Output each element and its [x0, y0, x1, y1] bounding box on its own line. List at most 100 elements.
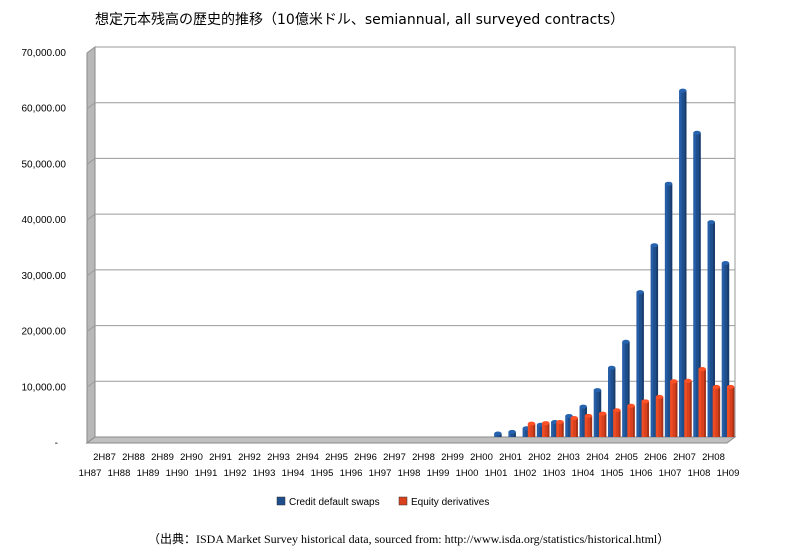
- x-tick-label: 2H97: [383, 452, 406, 463]
- bar-equity-derivatives: [627, 403, 635, 437]
- plot-frame: [85, 46, 737, 444]
- x-tick-label: 2H92: [238, 452, 261, 463]
- bar-credit-default-swaps: [693, 130, 701, 437]
- bar-credit-default-swaps: [608, 365, 616, 437]
- y-tick-label: 40,000.00: [22, 215, 67, 226]
- x-tick-label: 2H08: [702, 452, 725, 463]
- x-tick-label: 2H05: [615, 452, 638, 463]
- legend-swatch: [276, 496, 286, 506]
- bars: [494, 88, 735, 437]
- gridline: [86, 46, 735, 54]
- source-note: （出典：ISDA Market Survey historical data, …: [148, 532, 669, 546]
- bar-credit-default-swaps: [664, 181, 673, 437]
- x-tick-label: 1H97: [369, 468, 392, 479]
- x-tick-label: 2H06: [644, 452, 667, 463]
- x-tick-label: 1H02: [514, 468, 537, 479]
- bar-equity-derivatives: [584, 413, 593, 437]
- bar-equity-derivatives: [527, 421, 536, 437]
- bar-credit-default-swaps: [622, 339, 630, 437]
- gridlines: [86, 46, 735, 388]
- x-tick-label: 1H93: [253, 468, 276, 479]
- gridline: [86, 325, 735, 332]
- x-tick-label: 2H91: [209, 452, 232, 463]
- x-tick-label: 1H06: [630, 468, 653, 479]
- x-tick-label: 2H07: [673, 452, 696, 463]
- bar-credit-default-swaps: [494, 431, 502, 437]
- x-tick-label: 1H92: [224, 468, 247, 479]
- legend-swatch: [398, 496, 408, 506]
- bar-equity-derivatives: [712, 384, 721, 437]
- bar-equity-derivatives: [556, 419, 564, 437]
- legend-label: Equity derivatives: [411, 497, 489, 508]
- x-tick-label: 2H88: [122, 452, 145, 463]
- x-tick-label: 1H91: [195, 468, 218, 479]
- chart-title: 想定元本残高の歴史的推移（10億米ドル、semiannual, all surv…: [95, 11, 624, 28]
- bar-equity-derivatives: [698, 367, 706, 437]
- x-tick-label: 2H93: [267, 452, 290, 463]
- bar-equity-derivatives: [570, 416, 578, 437]
- bar-credit-default-swaps: [721, 261, 730, 437]
- bar-equity-derivatives: [641, 399, 650, 437]
- legend: Credit default swaps Equity derivatives: [276, 496, 489, 508]
- x-tick-label: 1H00: [456, 468, 479, 479]
- x-tick-label: 1H04: [572, 468, 595, 479]
- floor: [85, 436, 737, 444]
- x-tick-label: 1H94: [282, 468, 305, 479]
- y-tick-label: 70,000.00: [22, 48, 67, 59]
- bar-credit-default-swaps: [707, 220, 715, 437]
- x-tick-label: 1H95: [311, 468, 334, 479]
- x-tick-label: 1H87: [79, 468, 102, 479]
- bar-equity-derivatives: [542, 421, 550, 437]
- x-tick-label: 2H02: [528, 452, 551, 463]
- x-tick-label: 2H99: [441, 452, 464, 463]
- gridline: [86, 102, 735, 110]
- x-tick-label: 1H09: [717, 468, 740, 479]
- x-tick-label: 1H08: [688, 468, 711, 479]
- bar-equity-derivatives: [598, 411, 607, 437]
- gridline: [86, 269, 735, 277]
- bar-equity-derivatives: [613, 408, 621, 437]
- x-tick-label: 1H01: [485, 468, 508, 479]
- bar-equity-derivatives: [655, 394, 664, 437]
- gridline: [86, 380, 735, 388]
- x-tick-label: 2H87: [93, 452, 116, 463]
- left-wall: [86, 46, 96, 444]
- bar-equity-derivatives: [670, 379, 678, 437]
- x-axis-ticks: 1H87 2H87 1H88 2H88 1H89 2H89 1H90 2H90 1H91 2H91…: [79, 452, 740, 479]
- y-tick-label: -: [55, 438, 58, 449]
- y-tick-label: 60,000.00: [22, 104, 67, 115]
- bar-equity-derivatives: [684, 378, 692, 437]
- x-tick-label: 1H99: [427, 468, 450, 479]
- y-axis-ticks: - 10,000.00 20,000.00 30,000.00 40,000.00 50,…: [22, 48, 67, 449]
- x-tick-label: 2H89: [151, 452, 174, 463]
- x-tick-label: 1H98: [398, 468, 421, 479]
- x-tick-label: 2H00: [470, 452, 493, 463]
- x-tick-label: 1H03: [543, 468, 566, 479]
- y-tick-label: 20,000.00: [22, 327, 67, 338]
- y-tick-label: 30,000.00: [22, 271, 67, 282]
- x-tick-label: 1H07: [659, 468, 682, 479]
- x-tick-label: 2H94: [296, 452, 319, 463]
- x-tick-label: 1H88: [108, 468, 131, 479]
- bar-credit-default-swaps: [650, 243, 659, 437]
- x-tick-label: 1H05: [601, 468, 624, 479]
- x-tick-label: 1H96: [340, 468, 363, 479]
- gridline: [86, 213, 735, 221]
- bar-credit-default-swaps: [636, 290, 644, 437]
- x-tick-label: 1H89: [137, 468, 160, 479]
- bar-equity-derivatives: [726, 384, 735, 437]
- x-tick-label: 2H90: [180, 452, 203, 463]
- bar-credit-default-swaps: [679, 88, 687, 437]
- bar-credit-default-swaps: [508, 429, 516, 437]
- gridline: [86, 157, 735, 165]
- x-tick-label: 2H98: [412, 452, 435, 463]
- y-tick-label: 50,000.00: [22, 159, 67, 170]
- x-tick-label: 2H95: [325, 452, 348, 463]
- x-tick-label: 2H03: [557, 452, 580, 463]
- legend-label: Credit default swaps: [289, 497, 380, 508]
- x-tick-label: 2H01: [499, 452, 522, 463]
- y-tick-label: 10,000.00: [22, 382, 67, 393]
- x-tick-label: 1H90: [166, 468, 189, 479]
- x-tick-label: 2H04: [586, 452, 609, 463]
